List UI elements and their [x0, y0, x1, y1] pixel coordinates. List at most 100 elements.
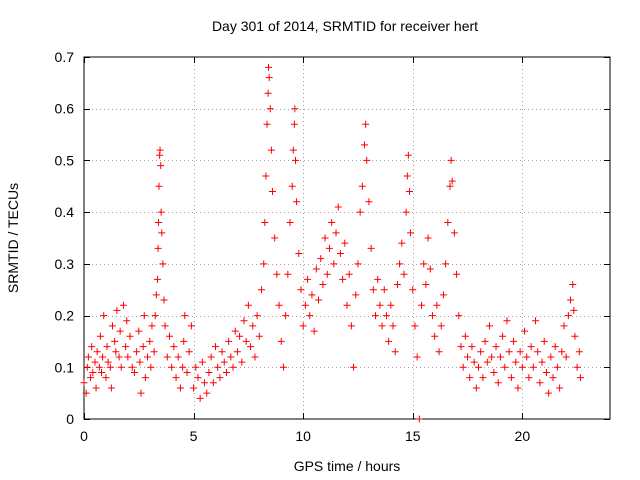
data-point — [534, 348, 542, 356]
data-point — [258, 286, 266, 294]
data-point — [380, 286, 388, 294]
data-point — [315, 296, 323, 304]
data-point — [428, 312, 436, 320]
data-point — [108, 322, 116, 330]
grid-lines — [84, 57, 610, 419]
data-point — [403, 172, 411, 180]
data-point — [198, 358, 206, 366]
data-point — [556, 384, 564, 392]
data-point — [123, 317, 131, 325]
data-point — [297, 286, 305, 294]
data-point — [317, 255, 325, 263]
data-point — [84, 353, 92, 361]
data-point — [321, 234, 329, 242]
data-point — [231, 327, 239, 335]
data-point — [293, 198, 301, 206]
data-point — [343, 301, 351, 309]
data-points — [80, 63, 584, 423]
data-point — [564, 312, 572, 320]
data-point — [485, 322, 493, 330]
data-point — [549, 374, 557, 382]
data-point — [264, 89, 272, 97]
data-point — [185, 348, 193, 356]
data-point — [288, 182, 296, 190]
data-point — [158, 229, 166, 237]
data-point — [261, 218, 269, 226]
data-point — [301, 301, 309, 309]
x-tick-labels: 0 5 10 15 20 — [80, 428, 530, 444]
data-point — [570, 306, 578, 314]
data-point — [483, 358, 491, 366]
data-point — [157, 208, 165, 216]
x-tick-label: 20 — [515, 428, 531, 444]
data-point — [91, 358, 99, 366]
data-point — [153, 275, 161, 283]
data-point — [82, 389, 90, 397]
data-point — [393, 281, 401, 289]
data-point — [176, 384, 184, 392]
data-point — [236, 332, 244, 340]
data-point — [190, 384, 198, 392]
data-point — [339, 275, 347, 283]
data-point — [387, 301, 395, 309]
data-point — [374, 275, 382, 283]
data-point — [538, 358, 546, 366]
data-point — [103, 343, 111, 351]
data-point — [263, 120, 271, 128]
data-point — [156, 146, 164, 154]
y-tick-label: 0.1 — [55, 359, 75, 375]
data-point — [448, 177, 456, 185]
data-point — [407, 229, 415, 237]
data-point — [160, 296, 168, 304]
x-tick-label: 5 — [190, 428, 198, 444]
data-point — [310, 327, 318, 335]
data-point — [503, 317, 511, 325]
data-point — [205, 368, 213, 376]
data-point — [233, 348, 241, 356]
data-point — [299, 322, 307, 330]
data-point — [87, 374, 95, 382]
data-point — [308, 291, 316, 299]
data-point — [475, 363, 482, 371]
data-point — [126, 332, 134, 340]
data-point — [146, 337, 154, 345]
data-point — [545, 389, 553, 397]
data-point — [222, 368, 230, 376]
data-point — [391, 348, 399, 356]
data-point — [181, 312, 189, 320]
data-point — [418, 301, 426, 309]
data-point — [196, 394, 204, 402]
data-point — [267, 146, 275, 154]
data-point — [265, 63, 273, 71]
data-point — [115, 353, 123, 361]
data-point — [275, 301, 283, 309]
data-point — [382, 312, 390, 320]
axis-ticks — [84, 57, 610, 420]
data-point — [494, 379, 502, 387]
data-point — [330, 260, 338, 268]
data-point — [107, 384, 115, 392]
data-point — [573, 363, 581, 371]
data-point — [507, 374, 515, 382]
data-point — [470, 358, 478, 366]
data-point — [424, 234, 432, 242]
data-point — [466, 374, 474, 382]
data-point — [501, 363, 509, 371]
data-point — [187, 322, 195, 330]
data-point — [433, 301, 441, 309]
data-point — [551, 343, 559, 351]
data-point — [361, 141, 369, 149]
data-point — [183, 368, 191, 376]
data-point — [354, 260, 362, 268]
data-point — [575, 348, 583, 356]
data-point — [100, 312, 108, 320]
data-point — [111, 337, 119, 345]
data-point — [93, 348, 101, 356]
data-point — [255, 332, 263, 340]
data-point — [96, 332, 104, 340]
data-point — [446, 182, 454, 190]
data-point — [312, 265, 320, 273]
x-tick-label: 10 — [295, 428, 311, 444]
data-point — [447, 156, 455, 164]
data-point — [576, 374, 584, 382]
